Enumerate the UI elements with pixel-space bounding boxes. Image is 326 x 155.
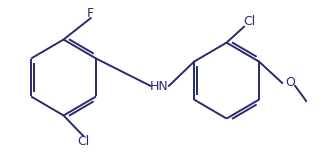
Text: Cl: Cl: [243, 15, 255, 28]
Text: F: F: [87, 7, 94, 20]
Text: Cl: Cl: [77, 135, 89, 148]
Text: O: O: [285, 76, 295, 89]
Text: HN: HN: [149, 80, 168, 93]
